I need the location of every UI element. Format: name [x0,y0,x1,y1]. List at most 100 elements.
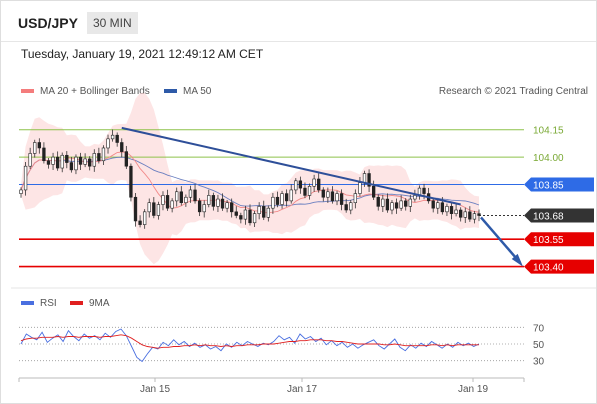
candle-body [65,154,69,163]
legend-swatch-9ma [70,301,83,305]
candle-body [440,202,445,213]
candle-body [120,142,124,152]
price-panel: 104.15 104.00 103.85 103.68 103.55 103.40 [19,92,594,274]
candle-body [385,198,390,211]
trendline [121,126,461,206]
legend-swatch-ma50 [164,89,177,93]
candle-body [280,193,284,205]
candle-body [303,187,307,196]
legend-label-9ma: 9MA [89,298,110,309]
level-label-0: 104.15 [533,126,564,137]
candle-body [69,162,74,171]
candle-body [37,142,41,149]
candle-body [266,207,270,218]
level-tag-3 [524,208,594,223]
candle-body [307,185,312,196]
candle-body [193,189,197,202]
candle-body [294,180,298,191]
candle-body [230,202,234,213]
legend-swatch-rsi [21,301,34,305]
candle-body [463,211,467,218]
candle-body [367,173,371,187]
candle-body [152,202,156,216]
rsi-tick-label-1: 50 [533,340,545,351]
candle-body [19,189,23,194]
candle-body [110,134,115,140]
candle-body [234,211,238,216]
candle-body [335,193,339,202]
candle-body [353,193,358,204]
candle-body [46,160,51,165]
credit-text: Research © 2021 Trading Central [439,86,588,97]
candle-body [349,202,353,211]
candle-body [74,156,78,171]
candle-body [60,154,64,169]
x-axis: Jan 15 Jan 17 Jan 19 [18,377,525,395]
candle-body [449,206,454,214]
candle-body [42,147,46,162]
candle-body [225,202,229,209]
timeframe-badge[interactable]: 30 MIN [87,12,138,34]
projection-arrowhead [511,253,523,267]
candle-body [211,195,216,207]
candle-body [28,153,32,167]
x-tick-label-2: Jan 19 [458,384,488,395]
legend-label-ma20: MA 20 + Bollinger Bands [40,86,150,97]
legend-label-rsi: RSI [40,298,57,309]
symbol-label: USD/JPY [18,15,78,31]
candle-body [78,156,83,165]
candle-body [83,158,87,165]
candle-body [271,196,275,209]
projection-arrow [480,216,521,264]
rsi-9ma-line [20,334,479,349]
candle-body [477,213,481,216]
candle-body [445,206,449,213]
candle-body [88,158,92,167]
candle-body [408,198,412,207]
level-label-1: 104.00 [533,153,564,164]
candle-body [326,191,330,198]
candle-body [289,189,293,202]
candle-body [262,206,266,218]
candle-body [422,187,426,194]
price-legend: MA 20 + Bollinger Bands MA 50 Research ©… [21,86,588,97]
candle-body [161,195,165,205]
candle-body [243,209,248,220]
candle-body [184,196,188,204]
candle-body [468,211,472,220]
candle-body [106,138,110,149]
candle-body [55,156,60,169]
candle-body [413,195,417,200]
candle-body [129,165,133,198]
candle-body [115,134,119,143]
candle-body [97,153,101,162]
candle-body [133,196,138,222]
candle-body [344,204,348,211]
level-tag-4 [524,232,594,247]
x-tick-label-0: Jan 15 [140,384,170,395]
candle-body [404,200,408,207]
candle-body [23,165,28,191]
candle-body [339,193,344,205]
candle-body [248,209,252,224]
candle-body [321,189,325,198]
candle-body [33,142,37,154]
candle-body [92,153,96,167]
candle-body [202,204,206,213]
candle-body [358,182,362,194]
candle-body [436,202,440,209]
candle-body [399,200,403,209]
candle-body [431,200,435,209]
candle-body [459,209,463,218]
level-label-2: 103.85 [533,180,564,191]
candle-body [252,213,257,224]
candle-body [275,196,280,205]
candle-body [371,185,376,198]
candle-body [175,191,179,202]
rsi-panel: 70 50 30 [19,323,545,368]
candle-body [147,202,151,213]
candle-body [138,220,142,225]
level-tag-2 [524,177,594,192]
